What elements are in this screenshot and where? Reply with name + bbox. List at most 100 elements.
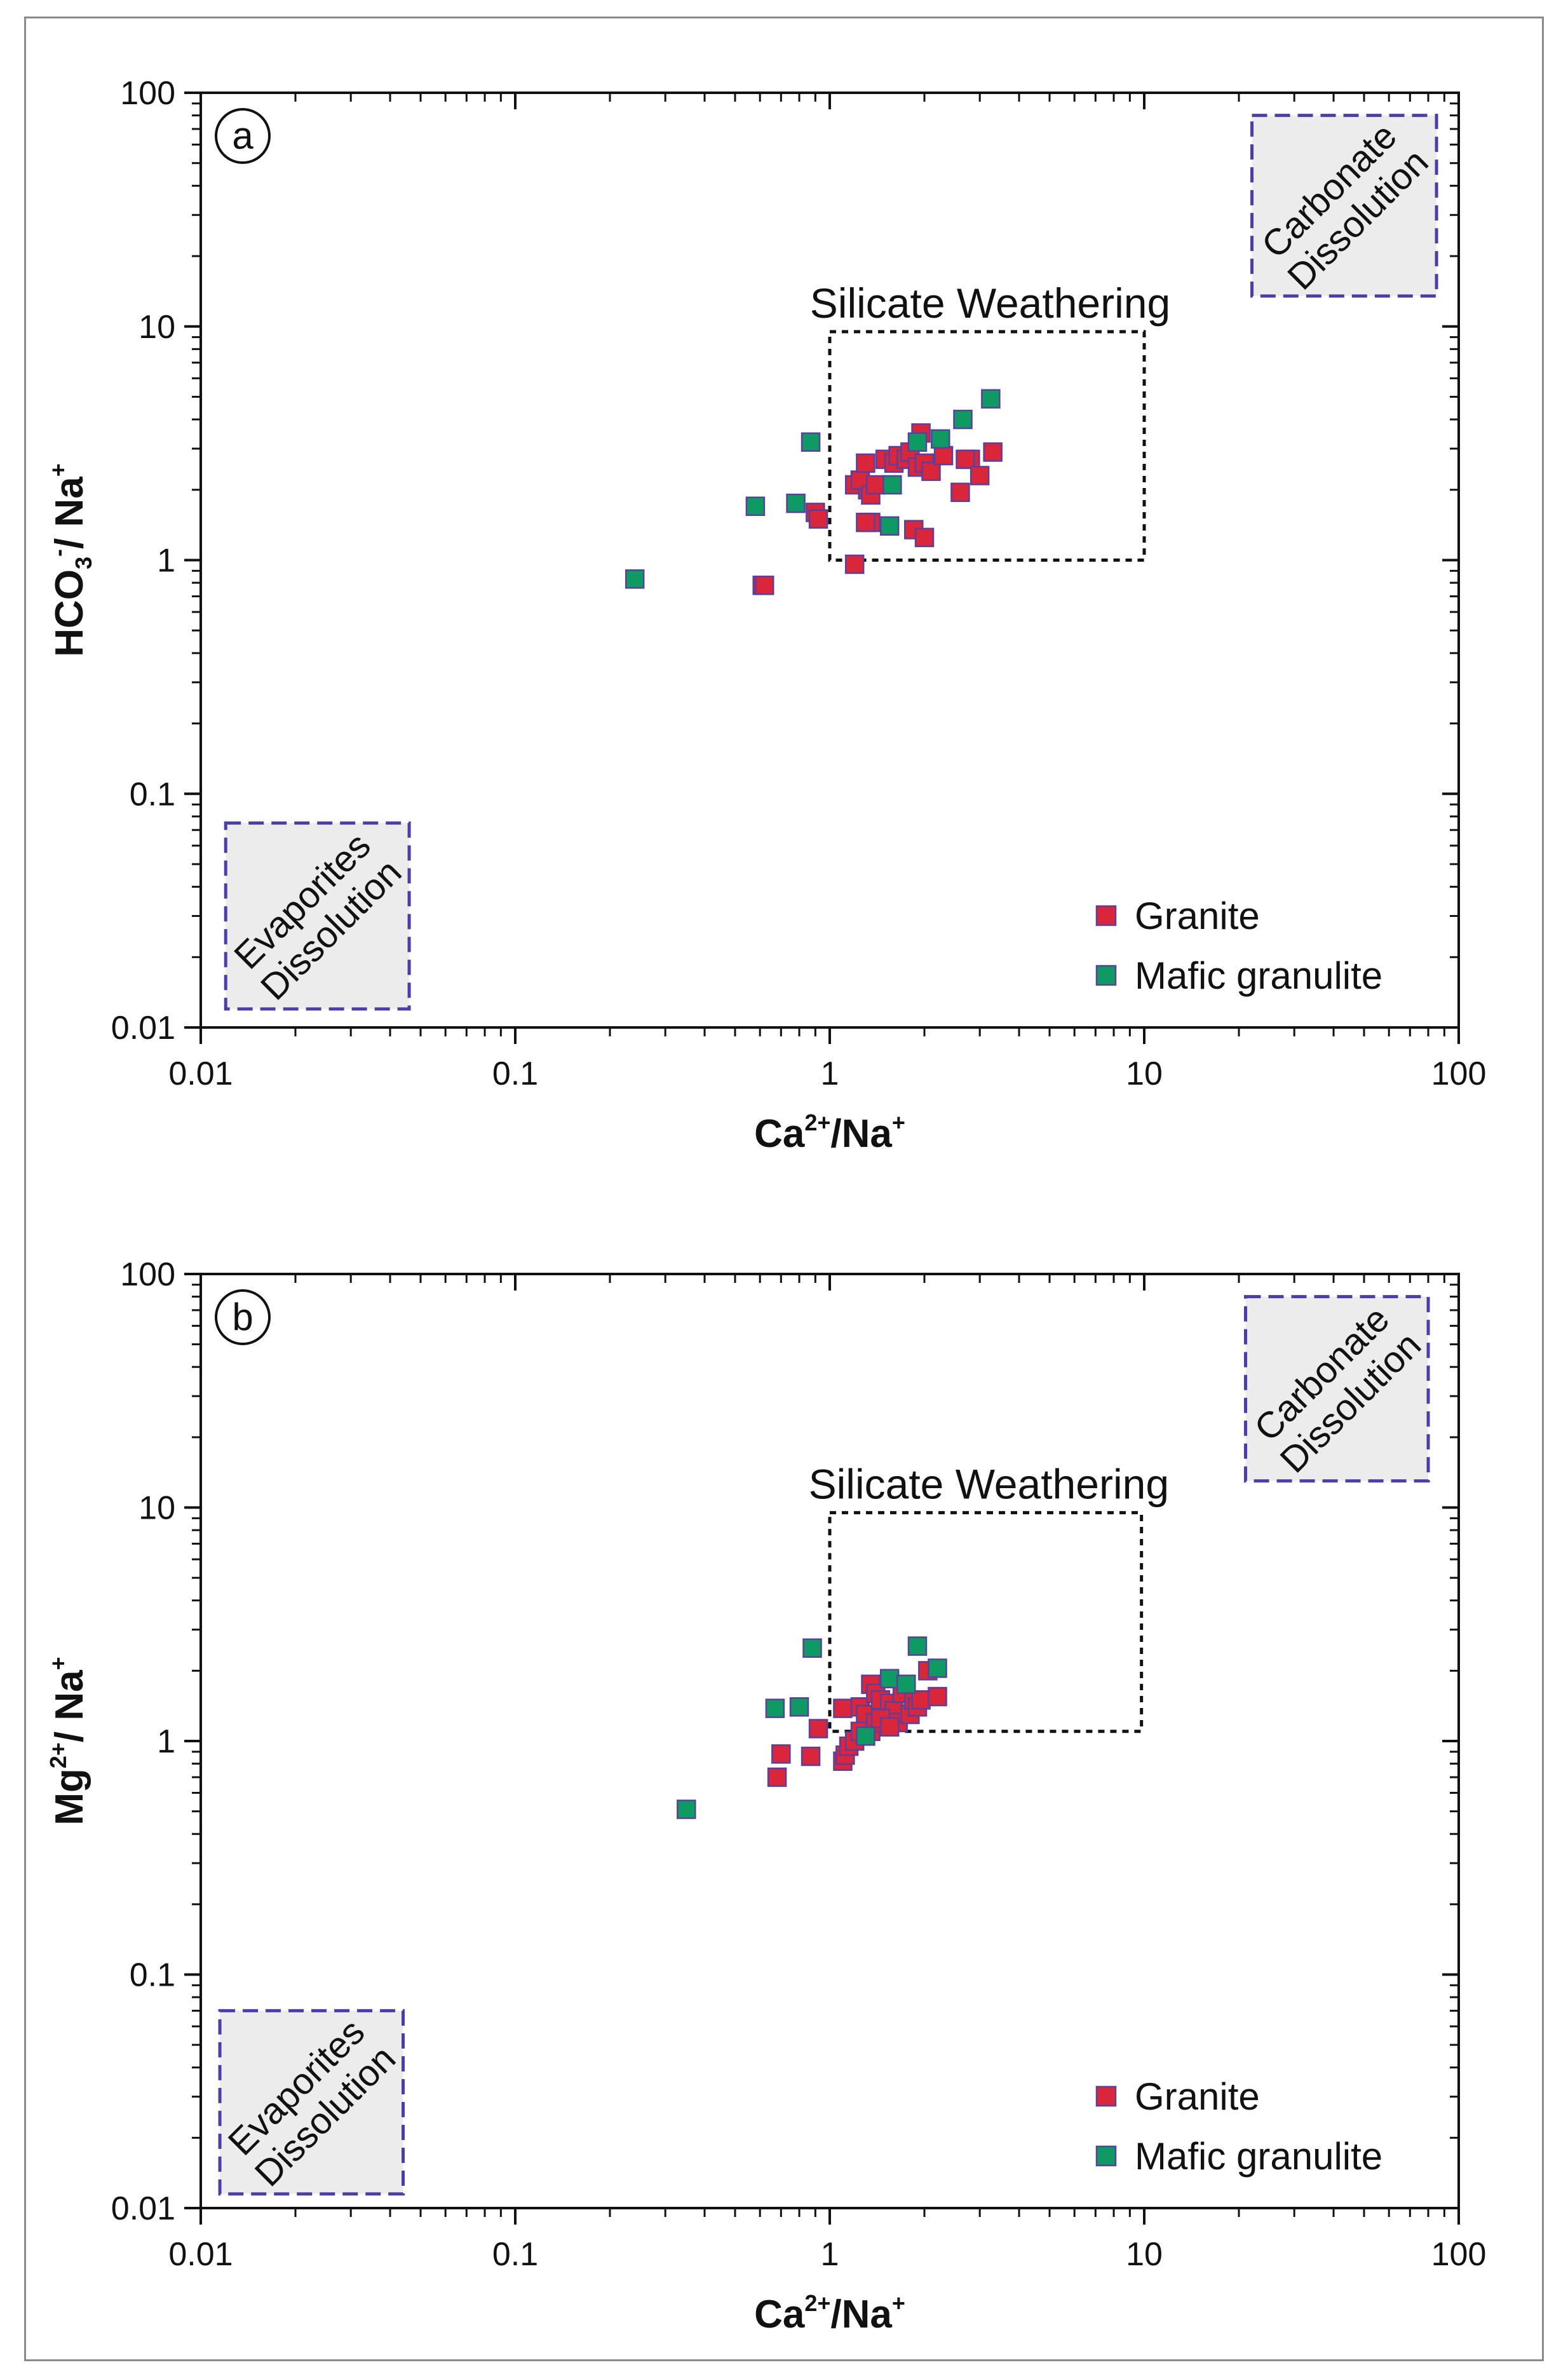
x-axis-title: Ca2+/Na+ xyxy=(754,1109,905,1156)
mafic-granulite-point xyxy=(879,516,900,536)
mafic-granulite-point xyxy=(745,496,766,517)
figure-frame xyxy=(24,17,1544,2361)
granite-point xyxy=(956,449,975,470)
y-tick-label: 1 xyxy=(157,543,175,580)
granite-point xyxy=(808,509,828,529)
x-tick-label: 1 xyxy=(821,1055,839,1092)
granite-point xyxy=(983,442,1003,462)
y-tick-label: 1 xyxy=(157,1723,175,1760)
legend-marker-granite xyxy=(1095,905,1117,926)
y-tick-label: 10 xyxy=(139,1490,175,1527)
y-tick-label: 100 xyxy=(120,75,175,112)
mafic-granulite-point xyxy=(856,1726,875,1746)
mafic-granulite-point xyxy=(786,493,806,513)
y-axis-title-tail: / Na xyxy=(48,477,91,549)
granite-point xyxy=(801,1746,821,1766)
x-tick-label: 100 xyxy=(1431,1055,1487,1092)
x-tick-label: 10 xyxy=(1126,1055,1163,1092)
panel-label-circle xyxy=(215,1289,271,1345)
granite-point xyxy=(933,445,954,466)
legend-marker-mafic-granulite xyxy=(1095,2145,1117,2167)
granite-point xyxy=(950,482,970,503)
x-axis-title-sup: 2+ xyxy=(804,2290,830,2316)
mafic-granulite-point xyxy=(907,1636,928,1656)
mafic-granulite-point xyxy=(789,1697,809,1717)
x-tick-label: 100 xyxy=(1431,2236,1487,2273)
granite-point xyxy=(754,575,774,595)
y-axis-title-sup: 2+ xyxy=(45,1742,71,1768)
panel-label: b xyxy=(232,1296,253,1338)
mafic-granulite-point xyxy=(953,409,973,430)
carbonate-dissolution-region xyxy=(1250,114,1438,298)
legend-label-granite: Granite xyxy=(1135,895,1260,937)
x-axis-title-tail: /Na xyxy=(830,2293,892,2336)
mafic-granulite-point xyxy=(802,1638,822,1658)
silicate-weathering-region xyxy=(828,330,1146,562)
panel-label: a xyxy=(232,114,253,157)
x-axis-title-sup: 2+ xyxy=(804,1109,830,1135)
y-tick-label: 10 xyxy=(139,309,175,346)
granite-point xyxy=(921,461,941,481)
y-axis-title: Mg2+/ Na+ xyxy=(45,1657,91,1825)
carbonate-dissolution-region xyxy=(1243,1295,1430,1483)
evaporites-dissolution-region xyxy=(218,2009,405,2196)
legend-marker-granite xyxy=(1095,2085,1117,2107)
y-axis-title-main: Mg xyxy=(48,1768,91,1826)
granite-point xyxy=(808,1719,828,1738)
y-axis-title-tail: / Na xyxy=(48,1670,91,1742)
mafic-granulite-point xyxy=(928,1658,947,1678)
legend-marker-mafic-granulite xyxy=(1095,965,1117,986)
y-axis-title-sup2: + xyxy=(45,463,71,477)
x-tick-label: 0.01 xyxy=(168,1055,233,1092)
granite-point xyxy=(866,475,886,495)
mafic-granulite-point xyxy=(879,1669,900,1689)
silicate-weathering-label: Silicate Weathering xyxy=(809,1461,1169,1508)
y-tick-label: 0.01 xyxy=(111,1010,175,1047)
y-axis-title-main: HCO xyxy=(48,569,91,657)
x-axis-title: Ca2+/Na+ xyxy=(754,2290,905,2336)
y-tick-label: 100 xyxy=(120,1256,175,1293)
x-tick-label: 0.01 xyxy=(168,2236,233,2273)
y-tick-label: 0.1 xyxy=(130,1957,175,1994)
granite-point xyxy=(914,527,935,548)
legend-label-mafic-granulite: Mafic granulite xyxy=(1135,954,1382,997)
granite-point xyxy=(970,466,990,485)
granite-point xyxy=(767,1767,787,1787)
legend-label-mafic-granulite: Mafic granulite xyxy=(1135,2135,1382,2178)
mafic-granulite-point xyxy=(931,429,950,449)
x-tick-label: 0.1 xyxy=(492,1055,538,1092)
granite-point xyxy=(771,1744,791,1764)
panel-label-circle xyxy=(215,108,271,164)
mafic-granulite-point xyxy=(882,475,902,495)
legend-label-granite: Granite xyxy=(1135,2075,1260,2118)
mafic-granulite-point xyxy=(765,1698,785,1718)
granite-point xyxy=(856,453,875,473)
mafic-granulite-point xyxy=(896,1674,916,1694)
y-axis-title-sup: - xyxy=(45,549,71,557)
x-tick-label: 10 xyxy=(1126,2236,1163,2273)
y-axis-title-sup2: + xyxy=(45,1657,71,1670)
granite-point xyxy=(856,512,875,532)
mafic-granulite-point xyxy=(625,569,645,589)
x-axis-title-tail: /Na xyxy=(830,1112,892,1156)
y-tick-label: 0.1 xyxy=(130,776,175,813)
mafic-granulite-point xyxy=(981,389,1001,409)
granite-point xyxy=(928,1686,947,1707)
mafic-granulite-point xyxy=(801,432,821,452)
x-axis-title-main: Ca xyxy=(754,2293,805,2336)
x-tick-label: 1 xyxy=(821,2236,839,2273)
granite-point xyxy=(879,1717,900,1737)
x-tick-label: 0.1 xyxy=(492,2236,538,2273)
chart-panel-b: CarbonateDissolutionEvaporitesDissolutio… xyxy=(45,1256,1486,2336)
chart-panel-a: CarbonateDissolutionEvaporitesDissolutio… xyxy=(45,75,1486,1156)
evaporites-dissolution-region xyxy=(224,821,411,1011)
x-axis-title-sup2: + xyxy=(892,2290,905,2316)
y-axis-title: HCO3-/ Na+ xyxy=(45,463,97,657)
y-tick-label: 0.01 xyxy=(111,2190,175,2227)
granite-point xyxy=(833,1698,853,1718)
x-axis-title-main: Ca xyxy=(754,1112,805,1156)
mafic-granulite-point xyxy=(677,1800,696,1819)
x-axis-title-sup2: + xyxy=(892,1109,905,1135)
y-axis-title-sub: 3 xyxy=(71,557,97,569)
